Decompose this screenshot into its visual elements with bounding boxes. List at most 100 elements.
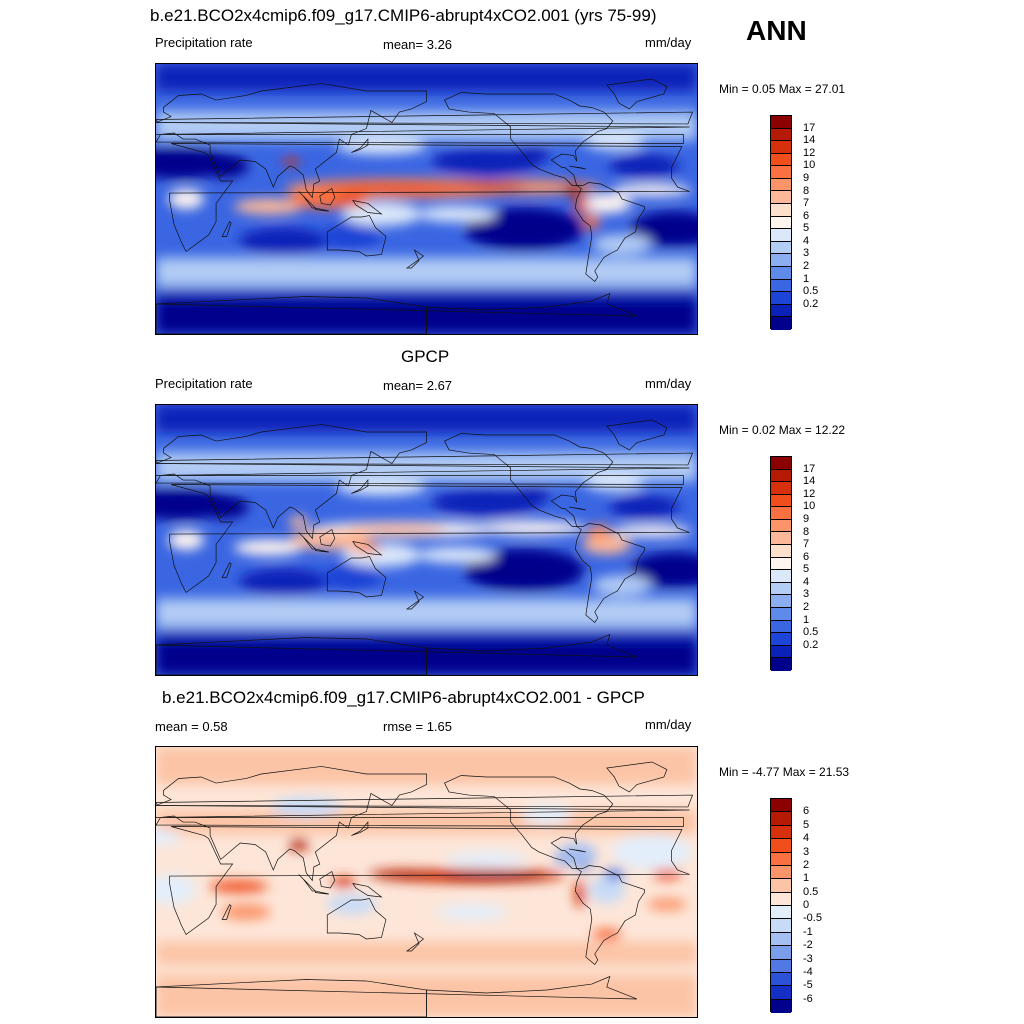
colorbar-swatch xyxy=(771,317,791,330)
panel-2-mean-label: mean= 2.67 xyxy=(383,378,453,393)
colorbar-tick-label: 4 xyxy=(803,832,810,845)
colorbar-tick-label: 2 xyxy=(803,260,810,273)
colorbar-tick-label: 0.5 xyxy=(803,285,819,298)
precip-colorbar-1 xyxy=(770,115,792,330)
colorbar-tick-label: 10 xyxy=(803,159,816,172)
colorbar-tick-label: 3 xyxy=(803,247,810,260)
colorbar-tick-label: 9 xyxy=(803,512,810,525)
colorbar-tick-label: -1 xyxy=(803,925,813,938)
panel-2-units-label: mm/day xyxy=(645,376,692,391)
colorbar-tick-label: 0.5 xyxy=(803,885,819,898)
colorbar-tick-label: 5 xyxy=(803,563,810,576)
colorbar-tick-label: 6 xyxy=(803,550,810,563)
colorbar-swatch xyxy=(771,545,791,558)
colorbar-tick-label: 4 xyxy=(803,234,810,247)
colorbar-swatch xyxy=(771,469,791,483)
colorbar-swatch xyxy=(771,799,791,813)
colorbar-tick-label: 1 xyxy=(803,872,810,885)
panel-2-title: GPCP xyxy=(401,347,450,366)
panel-1-mean-label: mean= 3.26 xyxy=(383,37,453,52)
colorbar-tick-label: 17 xyxy=(803,462,816,475)
colorbar-tick-label: 1 xyxy=(803,613,810,626)
colorbar-swatch xyxy=(771,532,791,546)
colorbar-swatch xyxy=(771,494,791,508)
panel-1-variable-label: Precipitation rate xyxy=(155,35,253,50)
colorbar-tick-label: 7 xyxy=(803,538,810,551)
colorbar-tick-label: 9 xyxy=(803,171,810,184)
colorbar-swatch xyxy=(771,972,791,987)
difference-precip-map xyxy=(155,746,698,1018)
colorbar-tick-label: 17 xyxy=(803,121,816,134)
colorbar-swatch xyxy=(771,582,791,596)
colorbar-swatch xyxy=(771,304,791,318)
colorbar-tick-label: 5 xyxy=(803,818,810,831)
colorbar-swatch xyxy=(771,570,791,583)
colorbar-swatch xyxy=(771,204,791,217)
gpcp-precip-map xyxy=(155,404,698,676)
colorbar-swatch xyxy=(771,482,791,495)
colorbar-swatch xyxy=(771,620,791,634)
colorbar-tick-label: 0.2 xyxy=(803,297,819,310)
colorbar-swatch xyxy=(771,241,791,255)
colorbar-swatch xyxy=(771,812,791,826)
colorbar-swatch xyxy=(771,266,791,280)
colorbar-swatch xyxy=(771,216,791,230)
coastline-outlines xyxy=(156,419,694,675)
panel-1-title: b.e21.BCO2x4cmip6.f09_g17.CMIP6-abrupt4x… xyxy=(150,6,657,25)
panel-3-title: b.e21.BCO2x4cmip6.f09_g17.CMIP6-abrupt4x… xyxy=(162,688,645,707)
coastline-outlines xyxy=(156,78,694,334)
colorbar-swatch xyxy=(771,178,791,192)
colorbar-swatch xyxy=(771,959,791,973)
colorbar-swatch xyxy=(771,825,791,840)
colorbar-tick-label: -0.5 xyxy=(803,912,822,925)
panel-3-minmax: Min = -4.77 Max = 21.53 xyxy=(719,765,850,779)
colorbar-tick-label: 12 xyxy=(803,146,816,159)
panel-3-mean-label: mean = 0.58 xyxy=(155,719,228,734)
colorbar-tick-label: 3 xyxy=(803,588,810,601)
colorbar-swatch xyxy=(771,645,791,659)
colorbar-swatch xyxy=(771,191,791,205)
panel-1-units-label: mm/day xyxy=(645,35,692,50)
colorbar-swatch xyxy=(771,946,791,960)
panel-2-variable-label: Precipitation rate xyxy=(155,376,253,391)
colorbar-swatch xyxy=(771,153,791,167)
colorbar-tick-label: -6 xyxy=(803,992,813,1005)
colorbar-swatch xyxy=(771,932,791,947)
colorbar-tick-label: -5 xyxy=(803,979,813,992)
colorbar-swatch xyxy=(771,229,791,242)
difference-colorbar xyxy=(770,798,792,1013)
model-precip-map xyxy=(155,63,698,335)
colorbar-tick-label: -4 xyxy=(803,965,813,978)
colorbar-swatch xyxy=(771,607,791,621)
colorbar-swatch xyxy=(771,128,791,142)
colorbar-swatch xyxy=(771,865,791,880)
colorbar-tick-label: 5 xyxy=(803,222,810,235)
colorbar-swatch xyxy=(771,852,791,866)
colorbar-tick-label: 10 xyxy=(803,500,816,513)
colorbar-tick-label: 0.5 xyxy=(803,626,819,639)
precip-colorbar-2 xyxy=(770,456,792,671)
colorbar-tick-label: 3 xyxy=(803,845,810,858)
colorbar-tick-label: 8 xyxy=(803,184,810,197)
panel-3-rmse-label: rmse = 1.65 xyxy=(383,719,453,734)
colorbar-swatch xyxy=(771,839,791,853)
colorbar-swatch xyxy=(771,892,791,906)
panel-2-minmax: Min = 0.02 Max = 12.22 xyxy=(719,423,846,437)
colorbar-swatch xyxy=(771,141,791,154)
colorbar-tick-label: 2 xyxy=(803,601,810,614)
colorbar-tick-label: 14 xyxy=(803,475,816,488)
colorbar-swatch xyxy=(771,279,791,293)
coastline-outlines xyxy=(156,761,694,1017)
colorbar-swatch xyxy=(771,254,791,267)
colorbar-swatch xyxy=(771,595,791,608)
colorbar-tick-label: 4 xyxy=(803,575,810,588)
colorbar-swatch xyxy=(771,906,791,920)
colorbar-tick-label: 12 xyxy=(803,487,816,500)
colorbar-swatch xyxy=(771,879,791,893)
colorbar-swatch xyxy=(771,658,791,671)
colorbar-tick-label: 2 xyxy=(803,858,810,871)
colorbar-swatch xyxy=(771,116,791,129)
colorbar-swatch xyxy=(771,519,791,533)
colorbar-tick-label: -2 xyxy=(803,939,813,952)
colorbar-swatch xyxy=(771,986,791,1000)
